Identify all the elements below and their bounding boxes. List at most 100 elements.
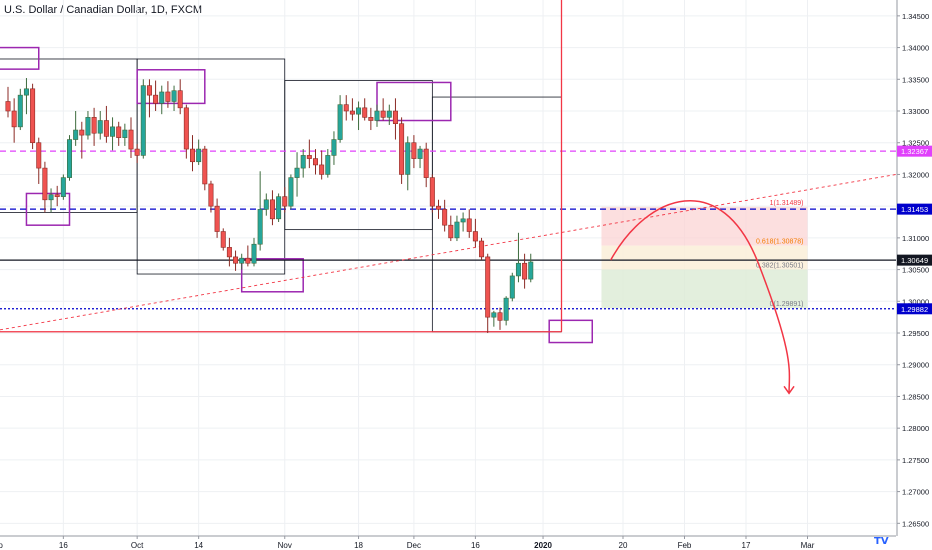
candle-up bbox=[288, 177, 294, 207]
price-label-text: 1.29882 bbox=[901, 305, 928, 314]
candle-up bbox=[67, 139, 73, 178]
candle-down bbox=[91, 117, 97, 134]
candle-down bbox=[349, 110, 355, 115]
price-tick-label: 1.27500 bbox=[902, 456, 929, 465]
candle-down bbox=[183, 107, 189, 150]
time-tick-label: Dec bbox=[407, 541, 421, 550]
swing-box bbox=[136, 69, 206, 105]
candle-up bbox=[122, 129, 128, 138]
candle-up bbox=[110, 126, 116, 137]
price-tick-label: 1.33000 bbox=[902, 107, 929, 116]
chart-title: U.S. Dollar / Canadian Dollar, 1D, FXCM bbox=[4, 4, 203, 16]
swing-box bbox=[240, 258, 304, 293]
candle-down bbox=[146, 85, 152, 96]
candle-down bbox=[319, 164, 325, 175]
candle-up bbox=[171, 90, 177, 102]
candle-down bbox=[54, 194, 60, 197]
candle-up bbox=[294, 167, 300, 178]
time-tick-label: Oct bbox=[131, 541, 144, 550]
candle-down bbox=[448, 224, 454, 239]
swing-box bbox=[25, 192, 71, 226]
price-label-box bbox=[897, 145, 932, 157]
candle-up bbox=[263, 199, 269, 210]
candle-down bbox=[153, 94, 159, 104]
time-tick-label: Feb bbox=[678, 541, 692, 550]
candle-down bbox=[36, 142, 42, 169]
candle-up bbox=[454, 221, 460, 239]
candle-down bbox=[269, 199, 275, 220]
candle-up bbox=[97, 120, 103, 134]
candle-up bbox=[356, 107, 362, 115]
candle-up bbox=[528, 261, 534, 280]
candle-up bbox=[17, 94, 23, 128]
fib-level-label: 0(1.29891) bbox=[770, 301, 804, 308]
candle-up bbox=[386, 110, 392, 118]
forecast-path bbox=[610, 199, 791, 394]
candle-down bbox=[128, 129, 134, 150]
candle-down bbox=[208, 183, 214, 207]
price-label-text: 1.31453 bbox=[901, 205, 928, 214]
time-tick-label: Mar bbox=[801, 541, 815, 550]
candle-down bbox=[190, 148, 196, 163]
candle-up bbox=[257, 209, 263, 245]
candle-down bbox=[202, 148, 208, 185]
price-tick-label: 1.32500 bbox=[902, 139, 929, 148]
candle-down bbox=[11, 110, 17, 128]
candle-up bbox=[85, 117, 91, 136]
candle-up bbox=[405, 142, 411, 175]
time-axis-background bbox=[0, 536, 932, 550]
candle-down bbox=[245, 257, 251, 264]
candle-down bbox=[411, 142, 417, 159]
fib-zone bbox=[601, 245, 808, 270]
candle-down bbox=[343, 104, 349, 112]
candle-down bbox=[165, 91, 171, 102]
candle-up bbox=[239, 257, 245, 264]
candle-up bbox=[503, 297, 509, 321]
price-tick-label: 1.34500 bbox=[902, 12, 929, 21]
candle-down bbox=[368, 117, 374, 121]
time-tick-label: 2020 bbox=[534, 541, 552, 550]
candle-down bbox=[392, 110, 398, 124]
price-tick-label: 1.30000 bbox=[902, 297, 929, 306]
price-tick-label: 1.28500 bbox=[902, 392, 929, 401]
time-tick-label: 16 bbox=[471, 541, 480, 550]
price-tick-label: 1.31000 bbox=[902, 234, 929, 243]
candle-down bbox=[282, 196, 288, 207]
tradingview-logo[interactable]: TV bbox=[874, 536, 889, 547]
candle-up bbox=[417, 148, 423, 159]
candle-up bbox=[491, 312, 497, 318]
price-tick-label: 1.30500 bbox=[902, 266, 929, 275]
candle-up bbox=[374, 110, 380, 121]
candle-up bbox=[196, 148, 202, 163]
candle-up bbox=[515, 262, 521, 277]
time-tick-label: 17 bbox=[742, 541, 751, 550]
candle-down bbox=[442, 209, 448, 226]
candle-up bbox=[325, 155, 331, 175]
price-tick-label: 1.26500 bbox=[902, 519, 929, 528]
candle-up bbox=[23, 88, 29, 96]
candle-down bbox=[312, 158, 318, 166]
candle-down bbox=[5, 101, 11, 112]
price-label-box bbox=[897, 303, 932, 315]
candle-up bbox=[276, 196, 282, 220]
candle-up bbox=[337, 104, 343, 140]
candle-up bbox=[48, 194, 54, 201]
candle-up bbox=[460, 218, 466, 223]
candle-down bbox=[30, 88, 36, 144]
time-tick-label: 14 bbox=[194, 541, 203, 550]
candle-down bbox=[220, 231, 226, 248]
price-axis-background bbox=[897, 0, 932, 550]
price-label-text: 1.30649 bbox=[901, 256, 928, 265]
candle-down bbox=[306, 155, 312, 159]
price-label-box bbox=[897, 203, 932, 215]
candle-down bbox=[362, 107, 368, 118]
candle-down bbox=[42, 167, 48, 201]
candle-up bbox=[140, 85, 146, 156]
price-label-text: 1.32367 bbox=[901, 147, 928, 156]
fib-level-label: 0.618(1.30878) bbox=[756, 239, 803, 246]
price-tick-label: 1.32000 bbox=[902, 170, 929, 179]
candle-down bbox=[429, 177, 435, 207]
candle-down bbox=[134, 148, 140, 156]
candle-down bbox=[472, 231, 478, 242]
